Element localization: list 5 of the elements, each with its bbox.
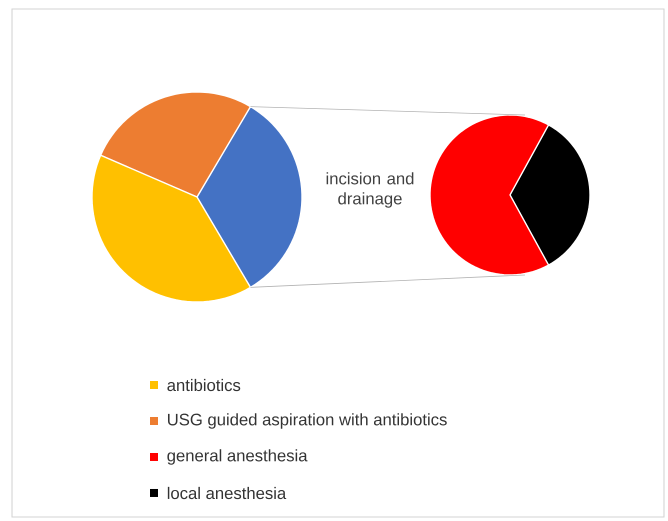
legend-label: antibiotics <box>167 378 240 392</box>
text: incision and drainage <box>326 172 414 208</box>
legend-label: general anesthesia <box>167 449 308 465</box>
legend-label: USG guided aspiration with antibiotics <box>168 413 447 429</box>
legend-label: local anesthesia <box>168 486 286 500</box>
